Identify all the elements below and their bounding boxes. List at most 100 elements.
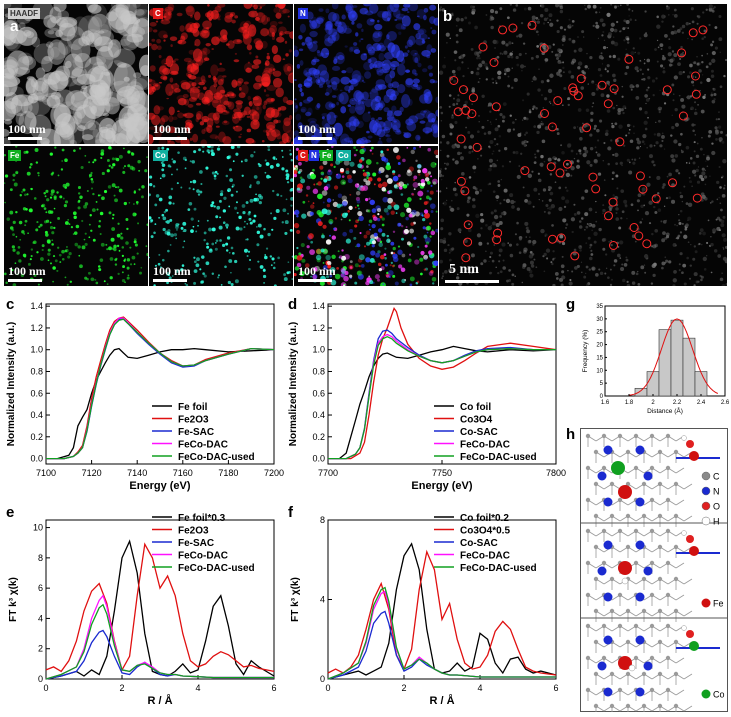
carbon-atom bbox=[585, 592, 591, 598]
y-tick-label: 10 bbox=[596, 368, 603, 374]
bond bbox=[675, 467, 685, 474]
atom-pair-circle bbox=[460, 186, 470, 196]
x-axis-label: R / Å bbox=[429, 694, 454, 707]
carbon-atom bbox=[649, 560, 655, 566]
series-line bbox=[327, 542, 557, 680]
x-tick-label: 4 bbox=[477, 683, 482, 693]
carbon-atom bbox=[641, 481, 647, 487]
legend-atom bbox=[701, 689, 711, 699]
carbon-atom bbox=[649, 655, 655, 661]
nitrogen-atom bbox=[603, 592, 613, 602]
carbon-atom bbox=[649, 465, 655, 471]
legend-atom-label: Fe bbox=[713, 599, 724, 609]
y-tick-label: 10 bbox=[33, 523, 43, 533]
carbon-atom bbox=[625, 608, 631, 614]
bond bbox=[675, 594, 685, 601]
scalebar-label: 100 nm bbox=[298, 122, 336, 136]
carbon-atom bbox=[593, 449, 599, 455]
carbon-atom bbox=[665, 528, 671, 534]
legend-atom bbox=[701, 486, 711, 496]
hydrogen-atom bbox=[681, 530, 687, 536]
y-tick-label: 1.0 bbox=[312, 345, 325, 355]
atom-pair-circle bbox=[603, 99, 613, 109]
y-tick-label: 1.0 bbox=[30, 345, 43, 355]
chart-d-xanes-co: 7700 7750 7800 0.0 0.2 0.4 0.6 0.8 1.0 1.2 1.4 Ener… bbox=[288, 301, 566, 492]
atom-pair-circle bbox=[553, 96, 563, 106]
legend-atom-label: H bbox=[713, 517, 720, 527]
bond bbox=[683, 578, 693, 585]
carbon-atom bbox=[673, 671, 679, 677]
atom-pair-circle bbox=[489, 58, 499, 67]
atom-pair-circle bbox=[568, 83, 578, 93]
y-tick-label: 5 bbox=[600, 381, 604, 387]
legend-entry: FeCo-DAC bbox=[178, 551, 228, 562]
atom-pair-circle bbox=[547, 122, 557, 132]
carbon-atom bbox=[617, 623, 623, 629]
x-tick-label: 7700 bbox=[318, 468, 338, 478]
carbon-atom bbox=[673, 544, 679, 550]
y-tick-label: 0.6 bbox=[30, 388, 43, 398]
legend-entry: Fe2O3 bbox=[178, 526, 209, 537]
x-axis-label: Energy (eV) bbox=[129, 480, 190, 492]
chart-g-distance-histogram: 1.6 1.8 2 2.2 2.4 2.6 0 5 10 15 20 25 30 35 Distance (… bbox=[582, 304, 730, 415]
carbon-atom bbox=[593, 513, 599, 519]
y-tick-label: 0.4 bbox=[30, 410, 43, 420]
carbon-atom bbox=[649, 687, 655, 693]
x-tick-label: 7750 bbox=[432, 468, 452, 478]
carbon-atom bbox=[601, 623, 607, 629]
y-tick-label: 0.4 bbox=[312, 410, 325, 420]
carbon-atom bbox=[665, 465, 671, 471]
legend-entry: FeCo-DAC-used bbox=[178, 563, 255, 574]
carbon-atom bbox=[617, 592, 623, 598]
oxygen-atom bbox=[686, 630, 694, 638]
oxygen-atom bbox=[686, 535, 694, 543]
legend-atom-label: C bbox=[713, 472, 720, 482]
atom-pair-circle bbox=[588, 172, 598, 182]
overlay-element-tag: Co bbox=[336, 150, 351, 161]
y-tick-label: 4 bbox=[38, 613, 43, 623]
scalebar-line bbox=[8, 137, 42, 140]
nitrogen-atom bbox=[597, 471, 607, 481]
y-tick-label: 8 bbox=[320, 515, 325, 525]
legend-entry: Fe-SAC bbox=[178, 538, 214, 549]
scalebar-label: 100 nm bbox=[153, 264, 191, 278]
atom-pair-circle bbox=[556, 233, 566, 243]
legend-entry: FeCo-DAC bbox=[460, 440, 510, 451]
carbon-atom bbox=[609, 576, 615, 582]
y-tick-label: 1.4 bbox=[312, 301, 325, 311]
x-tick-label: 7140 bbox=[127, 468, 147, 478]
atom-pair-circle bbox=[576, 74, 586, 84]
y-tick-label: 0.2 bbox=[30, 432, 43, 442]
scalebar-label: 100 nm bbox=[298, 264, 336, 278]
atom-pair-circle bbox=[456, 176, 466, 186]
y-tick-label: 0.8 bbox=[30, 366, 43, 376]
carbon-atom bbox=[665, 687, 671, 693]
carbon-atom bbox=[617, 497, 623, 503]
carbon-atom bbox=[657, 703, 663, 709]
y-axis-label: Normalized Intensity (a.u.) bbox=[6, 322, 17, 446]
carbon-atom bbox=[665, 560, 671, 566]
panel-label-g: g bbox=[566, 296, 576, 313]
y-axis-label: FT k³ χ(k) bbox=[8, 577, 19, 622]
y-tick-label: 35 bbox=[596, 304, 603, 310]
y-tick-label: 0.6 bbox=[312, 388, 325, 398]
series-line bbox=[327, 549, 557, 676]
y-tick-label: 1.2 bbox=[312, 323, 325, 333]
legend-atom bbox=[701, 501, 711, 511]
legend-entry: FeCo-DAC-used bbox=[460, 563, 537, 574]
carbon-atom bbox=[649, 528, 655, 534]
carbon-atom bbox=[585, 687, 591, 693]
carbon-atom bbox=[633, 528, 639, 534]
carbon-atom bbox=[617, 433, 623, 439]
carbon-atom bbox=[673, 703, 679, 709]
carbon-atom bbox=[657, 576, 663, 582]
carbon-atom bbox=[617, 687, 623, 693]
scalebar-b-label: 5 nm bbox=[449, 262, 479, 277]
carbon-atom bbox=[649, 623, 655, 629]
nitrogen-atom bbox=[635, 687, 645, 697]
carbon-atom bbox=[585, 560, 591, 566]
atom-pair-circle bbox=[629, 223, 639, 232]
y-tick-label: 0 bbox=[38, 674, 43, 684]
x-tick-label: 6 bbox=[553, 683, 558, 693]
